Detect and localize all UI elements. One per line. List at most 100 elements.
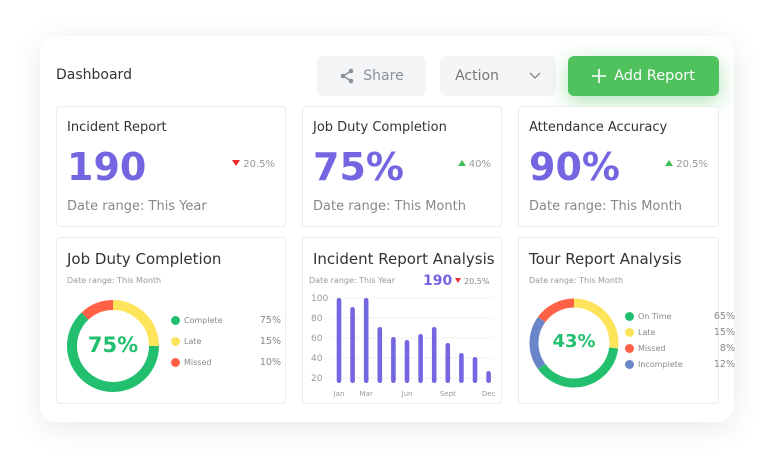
legend-item: Complete 75% [171,315,281,326]
add-report-label: Add Report [614,68,695,84]
legend-dot-icon [625,344,634,353]
bar-nov [472,357,478,383]
incident-bar-chart: 100 80 60 40 20 Jan Mar Jun Sept Dec [311,294,496,398]
card-date-range: Date range: This Month [67,276,162,285]
bar-mar [363,298,369,383]
card-date-range: Date range: This Year [309,276,395,285]
tour-donut [529,298,619,388]
legend-value: 65% [713,311,735,322]
legend-value: 15% [713,327,735,338]
kpi-value: 75% [313,145,404,189]
donut-segment [538,347,619,388]
share-button[interactable]: Share [317,56,426,96]
legend-label: On Time [638,312,672,321]
legend-label: Incomplete [638,360,683,369]
card-title: Tour Report Analysis [529,250,682,268]
donut-segment [81,300,114,320]
legend-dot-icon [625,312,634,321]
bar-oct [459,353,464,383]
tour-analysis-card: Tour Report Analysis Date range: This Mo… [518,237,735,404]
up-arrow-icon [665,160,674,166]
donut-center-value: 43% [552,331,596,352]
legend-label: Missed [184,358,212,367]
x-tick-label: Jan [333,390,345,398]
donut-segment [67,312,159,392]
job-duty-card: Job Duty Completion Date range: This Mon… [56,237,286,404]
bar-jan [336,298,342,383]
job-duty-donut [67,300,159,392]
y-tick-label: 40 [311,354,323,364]
page-title: Dashboard [56,67,132,83]
donut-segment [529,316,546,370]
legend-label: Complete [184,316,223,325]
card-title: Incident Report Analysis [313,250,495,268]
bar-jul [418,334,423,383]
x-tick-label: Sept [440,390,456,398]
donut-segment [112,300,159,347]
legend-label: Missed [638,344,666,353]
bar-apr [377,327,383,383]
kpi-date-range: Date range: This Month [313,199,466,214]
kpi-date-range: Date range: This Year [67,199,207,214]
action-label: Action [455,68,499,84]
donut-center-value: 75% [87,333,139,357]
kpi-card-job-duty: Job Duty Completion 75% 40% Date range: … [302,106,502,227]
kpi-date-range: Date range: This Month [529,199,682,214]
legend-dot-icon [171,316,180,325]
kpi-title: Job Duty Completion [313,120,447,135]
legend-value: 8% [719,343,735,354]
legend-label: Late [184,337,202,346]
legend-item: Late 15% [625,327,735,338]
legend-value: 12% [713,359,735,370]
legend-value: 10% [259,357,281,368]
kpi-title: Incident Report [67,120,167,135]
legend-label: Late [638,328,656,337]
kpi-title: Attendance Accuracy [529,120,668,135]
donut-segment [537,298,575,323]
legend-value: 75% [259,315,281,326]
chevron-down-icon [529,72,541,79]
legend-item: Missed 8% [625,343,735,354]
card-date-range: Date range: This Month [529,276,624,285]
up-arrow-icon [457,160,466,166]
x-tick-label: Jun [401,390,413,398]
plus-icon [592,69,607,83]
kpi-change: 20.5% [232,159,275,170]
y-tick-label: 100 [311,294,328,304]
share-icon [340,68,354,84]
bar-feb [350,307,355,383]
kpi-value: 190 [67,145,147,189]
legend-dot-icon [171,358,180,367]
bar-jun [404,340,410,383]
legend-value: 15% [259,336,281,347]
legend-dot-icon [625,360,634,369]
bar-dec [486,371,491,383]
legend-item: Incomplete 12% [625,359,735,370]
kpi-card-attendance: Attendance Accuracy 90% 20.5% Date range… [518,106,719,227]
legend-item: Late 15% [171,336,281,347]
kpi-value: 90% [529,145,620,189]
legend-item: On Time 65% [625,311,735,322]
incident-analysis-card: Incident Report Analysis Date range: Thi… [302,237,502,404]
x-tick-label: Mar [360,390,373,398]
down-arrow-icon [455,278,461,283]
kpi-card-incident: Incident Report 190 20.5% Date range: Th… [56,106,286,227]
add-report-button[interactable]: Add Report [568,56,719,96]
x-tick-label: Dec [482,390,496,398]
y-tick-label: 80 [311,314,323,324]
legend-dot-icon [625,328,634,337]
legend-dot-icon [171,337,180,346]
y-tick-label: 60 [311,334,323,344]
kpi-change: 40% [457,159,491,170]
kpi-change: 20.5% [665,159,708,170]
legend-item: Missed 10% [171,357,281,368]
share-label: Share [363,68,404,84]
donut-segment [573,298,619,349]
down-arrow-icon [232,160,241,166]
action-dropdown[interactable]: Action [440,56,556,96]
card-title: Job Duty Completion [67,250,222,268]
bar-aug [431,327,437,383]
incident-change: 20.5% [455,277,489,286]
bar-may [391,337,396,383]
bar-sept [445,343,451,383]
